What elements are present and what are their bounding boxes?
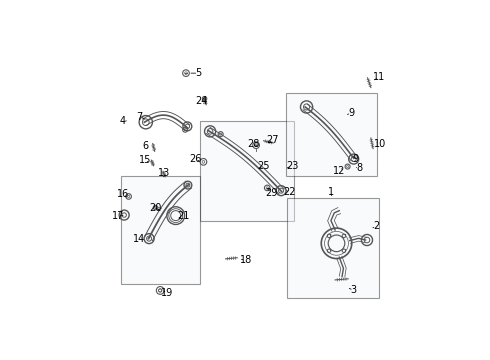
Text: 3: 3 <box>351 285 357 296</box>
Text: 14: 14 <box>133 234 145 244</box>
Text: 6: 6 <box>142 141 148 151</box>
Bar <box>200 121 294 221</box>
Text: 1: 1 <box>328 186 335 197</box>
Text: 5: 5 <box>196 68 201 78</box>
Text: 29: 29 <box>265 188 277 198</box>
Text: 4: 4 <box>120 116 126 126</box>
Text: 9: 9 <box>352 154 358 164</box>
Text: 21: 21 <box>177 211 190 221</box>
Text: 16: 16 <box>117 189 129 199</box>
Bar <box>121 176 200 284</box>
Text: 8: 8 <box>356 163 362 174</box>
Text: 17: 17 <box>112 211 125 221</box>
Text: 12: 12 <box>333 166 345 176</box>
Text: 24: 24 <box>196 96 208 106</box>
Bar <box>286 93 377 176</box>
Text: 7: 7 <box>137 112 143 122</box>
Text: 22: 22 <box>284 187 296 197</box>
Text: 10: 10 <box>373 139 386 149</box>
Text: 28: 28 <box>247 139 260 149</box>
Text: 26: 26 <box>189 154 201 164</box>
Text: 2: 2 <box>373 221 380 231</box>
Text: 27: 27 <box>267 135 279 145</box>
Text: 15: 15 <box>139 155 151 165</box>
Text: 11: 11 <box>372 72 385 82</box>
Text: 19: 19 <box>161 288 173 298</box>
Text: 9: 9 <box>348 108 355 118</box>
Bar <box>287 198 379 298</box>
Text: 25: 25 <box>257 161 270 171</box>
Text: 23: 23 <box>286 161 298 171</box>
Text: 20: 20 <box>149 203 162 213</box>
Text: 18: 18 <box>240 255 252 265</box>
Text: 13: 13 <box>158 168 170 179</box>
